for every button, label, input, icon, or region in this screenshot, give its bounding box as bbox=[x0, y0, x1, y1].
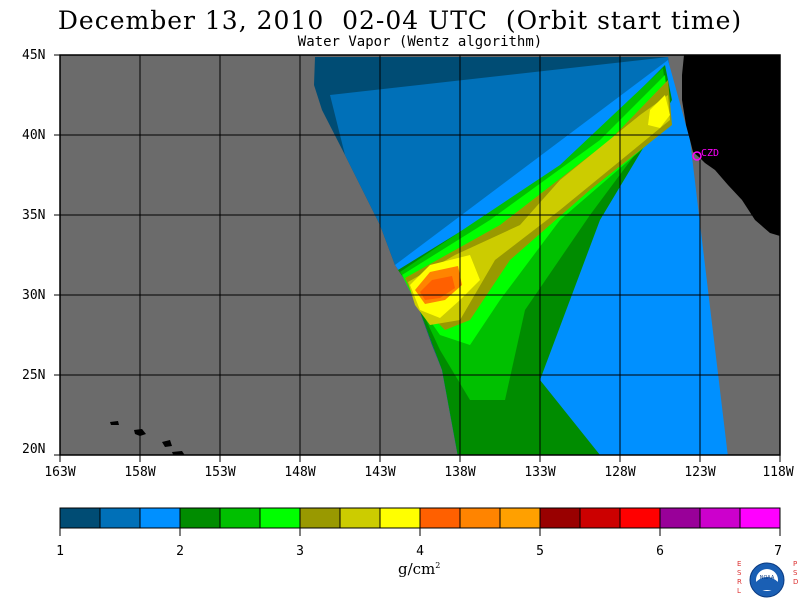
lon-label-123w: 123W bbox=[684, 465, 716, 480]
colorbar-label-5: 5 bbox=[536, 544, 544, 559]
map-title: December 13, 2010 02-04 UTC (Orbit start… bbox=[57, 6, 743, 35]
lon-label-128w: 128W bbox=[604, 465, 636, 480]
lat-label-35n: 35N bbox=[22, 208, 46, 223]
lon-label-133w: 133W bbox=[524, 465, 556, 480]
grid-lines bbox=[60, 55, 780, 455]
lon-label-163w: 163W bbox=[44, 465, 76, 480]
colorbar-cell bbox=[379, 507, 421, 529]
lon-label-148w: 148W bbox=[284, 465, 316, 480]
colorbar-cell bbox=[539, 507, 581, 529]
colorbar-label-2: 2 bbox=[176, 544, 184, 559]
colorbar-cell bbox=[299, 507, 341, 529]
colorbar-cell bbox=[499, 507, 541, 529]
colorbar-cell bbox=[99, 507, 141, 529]
colorbar-cell bbox=[579, 507, 621, 529]
colorbar-cell bbox=[339, 507, 381, 529]
colorbar-cell bbox=[459, 507, 501, 529]
swath-core-red bbox=[420, 276, 455, 300]
lat-label-40n: 40N bbox=[22, 128, 46, 143]
colorbar-cell bbox=[699, 507, 741, 529]
map-subtitle: Water Vapor (Wentz algorithm) bbox=[297, 34, 543, 50]
colorbar-label-3: 3 bbox=[296, 544, 304, 559]
land-us-west-coast bbox=[682, 55, 780, 236]
station-czd-label: CZD bbox=[701, 148, 719, 159]
map-frame bbox=[59, 54, 781, 456]
lon-label-138w: 138W bbox=[444, 465, 476, 480]
colorbar-cell bbox=[179, 507, 221, 529]
station-czd-marker bbox=[692, 151, 702, 161]
colorbar bbox=[59, 507, 781, 529]
lat-label-25n: 25N bbox=[22, 368, 46, 383]
lon-label-153w: 153W bbox=[204, 465, 236, 480]
land-hawaii-3 bbox=[162, 440, 172, 447]
colorbar-label-6: 6 bbox=[656, 544, 664, 559]
lon-label-143w: 143W bbox=[364, 465, 396, 480]
colorbar-cell bbox=[419, 507, 461, 529]
lat-label-45n: 45N bbox=[22, 48, 46, 63]
lat-label-30n: 30N bbox=[22, 288, 46, 303]
colorbar-cell bbox=[59, 507, 101, 529]
tick-marks bbox=[54, 54, 781, 462]
lat-label-20n: 20N bbox=[22, 442, 46, 457]
colorbar-label-1: 1 bbox=[56, 544, 64, 559]
colorbar-units: g/cm2 bbox=[398, 560, 441, 578]
colorbar-cell bbox=[139, 507, 181, 529]
land-hawaii-1 bbox=[110, 421, 119, 425]
colorbar-cell bbox=[259, 507, 301, 529]
noaa-logo-icon: NOAA bbox=[749, 562, 785, 598]
lon-label-158w: 158W bbox=[124, 465, 156, 480]
colorbar-cell bbox=[659, 507, 701, 529]
colorbar-ticks bbox=[59, 528, 781, 536]
logo-noaa-text: NOAA bbox=[760, 575, 775, 581]
lon-label-118w: 118W bbox=[762, 465, 794, 480]
swath-band-9b bbox=[648, 95, 670, 128]
land-hawaii-4 bbox=[172, 451, 185, 455]
colorbar-cell bbox=[219, 507, 261, 529]
colorbar-label-4: 4 bbox=[416, 544, 424, 559]
colorbar-cell bbox=[739, 507, 781, 529]
colorbar-label-7: 7 bbox=[774, 544, 782, 559]
colorbar-cell bbox=[619, 507, 661, 529]
